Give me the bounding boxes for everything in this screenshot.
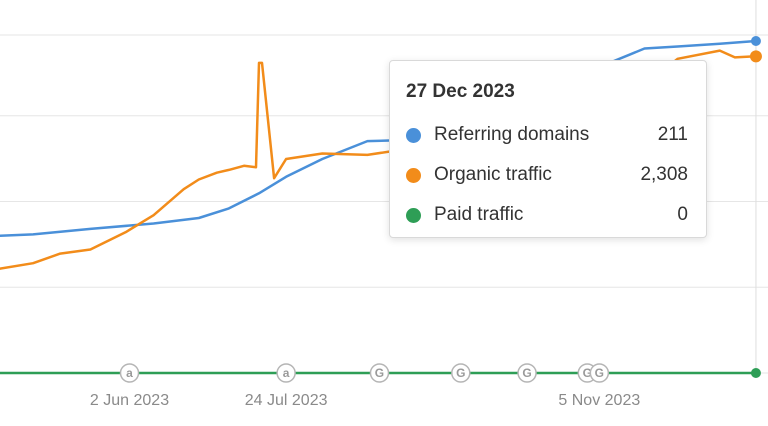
annotation-marker-circle <box>517 363 537 383</box>
tooltip-date: 27 Dec 2023 <box>406 81 515 102</box>
annotation-marker-circle <box>369 363 390 383</box>
annotation-marker-circle <box>276 363 296 383</box>
tooltip-value: 2,308 <box>640 164 688 185</box>
series-color-dot <box>406 167 421 183</box>
annotation-marker: G <box>369 363 390 383</box>
x-tick-label: 2 Jun 2023 <box>90 392 169 409</box>
annotation-marker-letter: G <box>522 366 531 380</box>
series-end-point <box>750 35 761 46</box>
tooltip-row-organic-traffic: Organic traffic 2,308 <box>406 155 688 195</box>
annotation-marker-letter: a <box>126 366 133 380</box>
annotation-marker-letter: G <box>375 366 384 380</box>
series-color-dot <box>406 207 421 223</box>
annotation-marker: G <box>451 363 471 383</box>
x-axis-ticks: 2 Jun 2023 24 Jul 2023 5 Nov 2023 <box>90 392 640 409</box>
series-end-point <box>750 368 761 378</box>
series-color-dot <box>406 127 421 143</box>
annotation-marker-letter: a <box>283 366 290 380</box>
tooltip-row-paid-traffic: Paid traffic 0 <box>406 195 688 235</box>
annotation-marker: a <box>119 363 140 383</box>
x-tick-label: 24 Jul 2023 <box>245 392 328 409</box>
annotation-marker: G <box>589 363 610 383</box>
annotation-marker-letter: G <box>595 366 604 380</box>
tooltip-label: Referring domains <box>434 124 590 145</box>
tooltip-value: 0 <box>677 204 688 225</box>
annotation-marker: G <box>517 363 537 383</box>
series-end-points <box>749 35 762 378</box>
annotation-marker-letter: G <box>583 366 592 380</box>
series-end-point <box>749 50 762 63</box>
annotation-marker: a <box>276 363 296 383</box>
annotation-marker-circle <box>451 363 471 383</box>
x-tick-label: 5 Nov 2023 <box>558 392 640 409</box>
tooltip-label: Paid traffic <box>434 204 524 225</box>
tooltip-label: Organic traffic <box>434 164 552 185</box>
annotation-marker-circle <box>589 363 610 383</box>
tooltip-value: 211 <box>657 124 688 145</box>
annotation-marker-circle <box>119 363 140 383</box>
annotation-marker-letter: G <box>456 366 465 380</box>
tooltip-row-referring-domains: Referring domains 211 <box>406 115 688 155</box>
chart-tooltip: 27 Dec 2023 Referring domains 211 Organi… <box>389 60 707 238</box>
